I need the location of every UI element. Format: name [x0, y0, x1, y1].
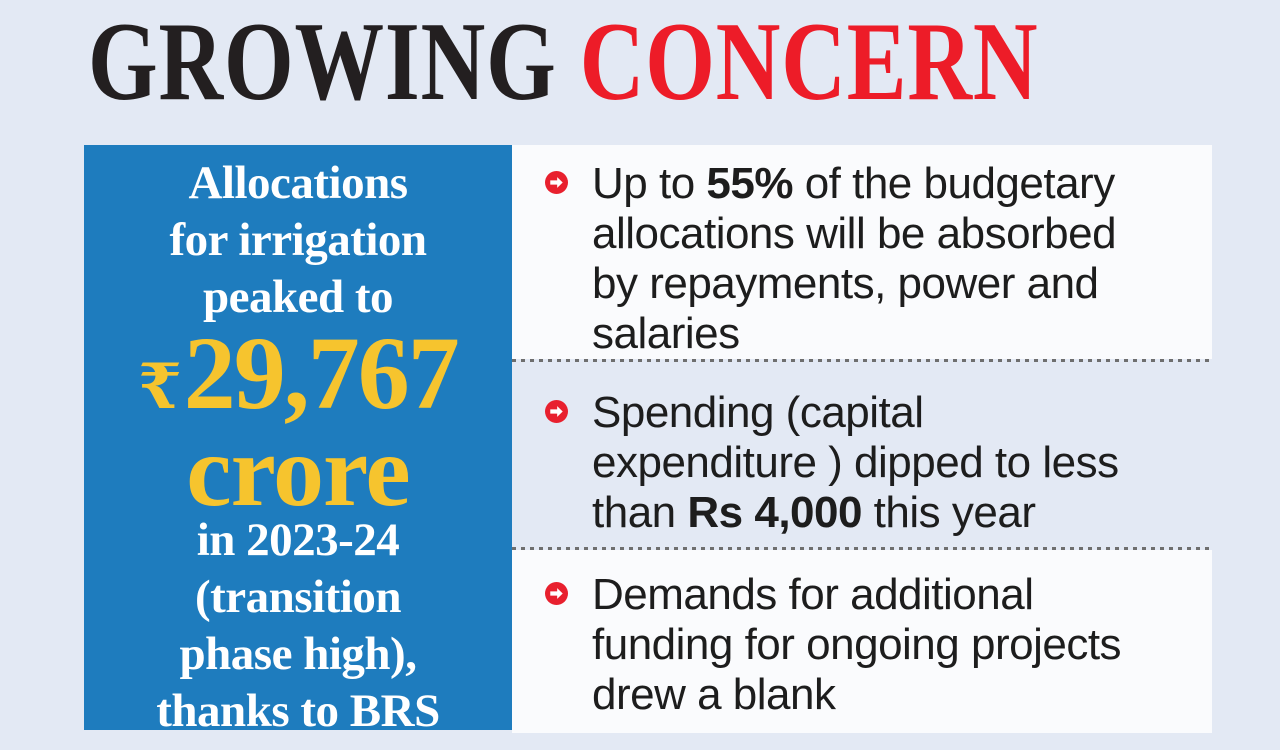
highlight-box: Allocations for irrigation peaked to ₹29…: [84, 145, 512, 737]
fact-item: Demands for additional funding for ongoi…: [512, 550, 1212, 733]
fact-item: Spending (capital expenditure ) dipped t…: [512, 362, 1212, 547]
dotted-divider: [512, 547, 1212, 550]
title-part-growing: GROWING: [88, 0, 580, 124]
fact-item: Up to 55% of the budgetary allocations w…: [512, 145, 1212, 359]
arrow-bullet-icon: [545, 171, 568, 194]
fact-text: Up to 55% of the budgetary allocations w…: [592, 159, 1117, 358]
rupee-symbol: ₹: [138, 353, 182, 422]
title-part-concern: CONCERN: [579, 0, 1039, 124]
amount-unit: crore: [186, 415, 410, 528]
box-intro-text: Allocations for irrigation peaked to: [169, 157, 427, 323]
dotted-divider: [512, 359, 1212, 362]
arrow-bullet-icon: [545, 400, 568, 423]
page-title: GROWING CONCERN: [88, 6, 1038, 118]
main-content: Allocations for irrigation peaked to ₹29…: [84, 145, 1212, 737]
box-outro-text: in 2023-24 (transition phase high), than…: [156, 514, 440, 737]
fact-text: Demands for additional funding for ongoi…: [592, 570, 1122, 719]
facts-panel: Up to 55% of the budgetary allocations w…: [512, 145, 1212, 733]
arrow-bullet-icon: [545, 582, 568, 605]
amount-line: ₹29,767: [84, 322, 512, 432]
amount-value: 29,767: [183, 316, 460, 431]
fact-text: Spending (capital expenditure ) dipped t…: [592, 388, 1119, 537]
